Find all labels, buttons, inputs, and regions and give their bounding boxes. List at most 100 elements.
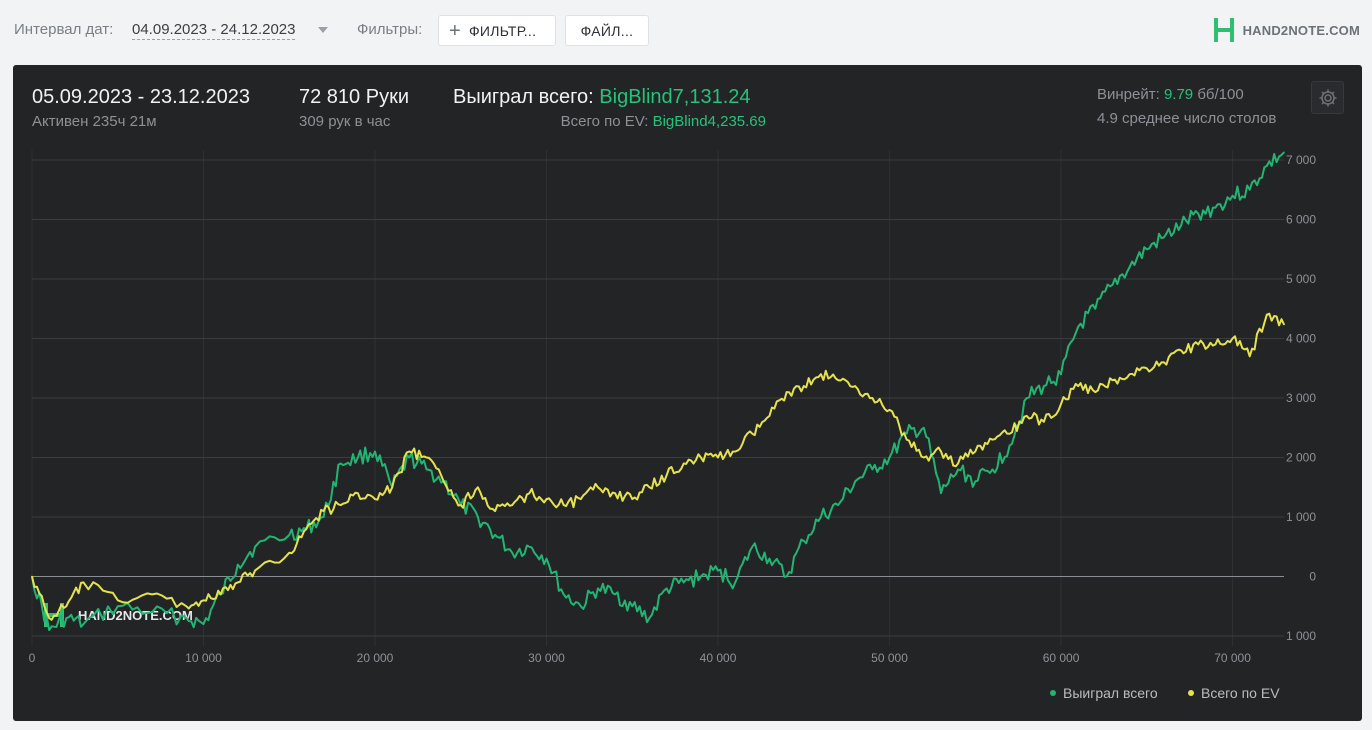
data-point	[1043, 421, 1045, 423]
data-point	[254, 545, 256, 548]
data-point	[425, 456, 428, 459]
won-label: Выиграл всего:	[453, 86, 594, 108]
filters-bar: Интервал дат: 04.09.2023 - 24.12.2023 Фи…	[0, 0, 1372, 62]
x-tick-label: 30 000	[528, 651, 565, 665]
data-point	[116, 599, 119, 602]
y-tick-label: 1 000	[1286, 510, 1316, 524]
data-point	[700, 456, 702, 459]
y-tick-label: 0	[1309, 570, 1316, 584]
data-point	[322, 516, 325, 518]
won-total: Выиграл всего: BigBlind7,131.24	[453, 86, 751, 109]
data-point	[974, 450, 977, 453]
data-point	[459, 504, 462, 506]
graph-panel: 05.09.2023 - 23.12.2023 Активен 235ч 21м…	[13, 65, 1362, 721]
data-point	[374, 498, 376, 500]
data-point	[717, 456, 719, 459]
data-point	[940, 492, 942, 495]
chart-series	[31, 151, 1285, 632]
date-range-dropdown[interactable]: 04.09.2023 - 24.12.2023	[132, 21, 296, 40]
settings-button[interactable]	[1311, 81, 1344, 114]
data-point	[717, 569, 719, 572]
data-point	[580, 605, 582, 608]
legend-item-ev[interactable]: Всего по EV	[1188, 685, 1280, 701]
series-line-ev	[31, 312, 1285, 621]
data-point	[905, 438, 908, 441]
data-point	[1145, 248, 1148, 251]
y-tick-label: 1 000	[1286, 629, 1316, 643]
x-tick-label: 50 000	[871, 651, 908, 665]
data-point	[854, 480, 857, 483]
data-point	[785, 391, 788, 393]
file-button[interactable]: ФАЙЛ...	[565, 15, 649, 46]
winrate-label: Винрейт:	[1097, 86, 1160, 103]
data-point	[734, 581, 736, 584]
filters-label: Фильтры:	[357, 21, 423, 38]
data-point	[408, 450, 411, 453]
data-point	[1163, 236, 1165, 239]
data-point	[1043, 385, 1045, 387]
data-point	[1008, 432, 1011, 435]
chart-grid	[31, 150, 1284, 646]
data-point	[785, 575, 788, 578]
data-point	[31, 575, 33, 578]
data-point	[1197, 343, 1200, 346]
winrate-value: 9.79	[1163, 86, 1194, 103]
data-point	[597, 486, 599, 489]
winnings-chart: 1 000 0 1 000 2 000 3 000 4 000 5 000 6 000 7 00…	[29, 150, 1316, 665]
data-point	[1214, 343, 1217, 346]
data-point	[357, 492, 359, 495]
data-point	[768, 557, 771, 560]
data-point	[820, 516, 822, 518]
data-point	[1283, 323, 1285, 326]
winrate-unit: бб/100	[1197, 86, 1244, 103]
data-point	[682, 462, 685, 465]
data-point	[1111, 284, 1114, 286]
data-point	[648, 617, 651, 619]
data-point	[82, 623, 85, 625]
data-point	[202, 623, 205, 625]
data-point	[700, 575, 702, 578]
x-tick-label: 60 000	[1043, 651, 1080, 665]
data-point	[1248, 355, 1251, 358]
data-point	[408, 456, 411, 459]
data-point	[562, 593, 565, 596]
data-point	[1266, 313, 1268, 316]
data-point	[288, 551, 291, 554]
add-filter-button[interactable]: + ФИЛЬТР...	[438, 15, 556, 46]
data-point	[1283, 151, 1285, 154]
y-tick-label: 2 000	[1286, 451, 1316, 465]
data-point	[888, 409, 891, 411]
data-point	[751, 545, 754, 548]
data-point	[339, 462, 342, 465]
data-point	[339, 504, 342, 506]
data-point	[1214, 206, 1217, 209]
data-point	[991, 468, 994, 471]
y-tick-label: 4 000	[1286, 332, 1316, 346]
chevron-down-icon[interactable]	[318, 27, 328, 33]
legend-item-won[interactable]: Выиграл всего	[1050, 685, 1158, 701]
data-point	[1128, 266, 1131, 268]
data-point	[305, 528, 308, 530]
data-point	[562, 504, 565, 506]
data-point	[1128, 373, 1131, 375]
x-tick-label: 0	[29, 651, 36, 665]
data-point	[1008, 444, 1011, 447]
data-point	[82, 581, 85, 584]
data-point	[391, 486, 393, 489]
data-point	[322, 510, 325, 512]
data-point	[751, 432, 754, 435]
x-tick-label: 10 000	[185, 651, 222, 665]
data-point	[682, 581, 685, 584]
file-button-label: ФАЙЛ...	[580, 22, 634, 39]
data-point	[1025, 415, 1028, 417]
data-point	[614, 492, 616, 495]
data-point	[288, 534, 291, 536]
summary-date-range: 05.09.2023 - 23.12.2023	[32, 86, 250, 108]
data-point	[65, 617, 68, 619]
data-point	[1231, 337, 1234, 340]
x-tick-label: 70 000	[1214, 651, 1251, 665]
data-point	[1094, 307, 1097, 310]
gear-icon	[1319, 89, 1336, 106]
data-point	[1180, 349, 1182, 352]
data-point	[820, 373, 822, 375]
